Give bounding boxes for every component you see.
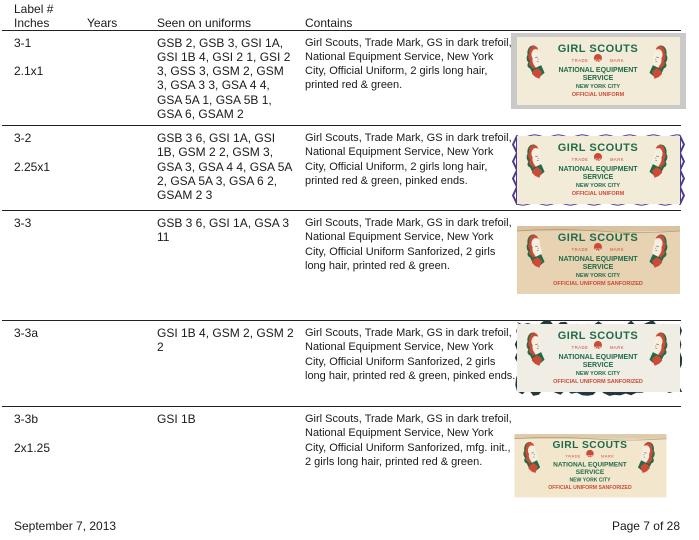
svg-text:MARK: MARK (601, 454, 614, 459)
svg-text:GS: GS (595, 248, 602, 253)
svg-text:OFFICIAL UNIFORM SANFORIZED: OFFICIAL UNIFORM SANFORIZED (553, 281, 643, 287)
svg-text:NEW YORK CITY: NEW YORK CITY (576, 183, 621, 189)
svg-text:SERVICE: SERVICE (583, 174, 614, 181)
svg-text:NATIONAL EQUIPMENT: NATIONAL EQUIPMENT (558, 67, 638, 74)
svg-text:GIRL SCOUTS: GIRL SCOUTS (558, 142, 638, 154)
svg-text:NEW YORK CITY: NEW YORK CITY (576, 84, 621, 90)
svg-text:GS: GS (595, 346, 602, 351)
svg-text:SERVICE: SERVICE (575, 469, 604, 476)
svg-text:TRADE: TRADE (572, 247, 589, 252)
svg-text:SERVICE: SERVICE (583, 75, 614, 82)
svg-text:GIRL SCOUTS: GIRL SCOUTS (552, 440, 627, 451)
svg-text:MARK: MARK (610, 157, 624, 162)
svg-text:OFFICIAL UNIFORM SANFORIZED: OFFICIAL UNIFORM SANFORIZED (553, 379, 643, 385)
svg-text:MARK: MARK (610, 345, 624, 350)
svg-text:GIRL SCOUTS: GIRL SCOUTS (558, 43, 638, 55)
svg-text:MARK: MARK (610, 247, 624, 252)
svg-text:NEW YORK CITY: NEW YORK CITY (576, 273, 621, 279)
svg-text:NATIONAL EQUIPMENT: NATIONAL EQUIPMENT (553, 462, 627, 469)
svg-text:NATIONAL EQUIPMENT: NATIONAL EQUIPMENT (558, 166, 638, 173)
svg-text:GS: GS (595, 59, 602, 64)
svg-text:OFFICIAL UNIFORM SANFORIZED: OFFICIAL UNIFORM SANFORIZED (548, 485, 632, 491)
svg-text:SERVICE: SERVICE (583, 264, 614, 271)
svg-text:NATIONAL EQUIPMENT: NATIONAL EQUIPMENT (558, 354, 638, 361)
svg-text:GS: GS (595, 158, 602, 163)
svg-text:NEW YORK CITY: NEW YORK CITY (576, 371, 621, 377)
svg-text:NATIONAL EQUIPMENT: NATIONAL EQUIPMENT (558, 256, 638, 263)
svg-text:GIRL SCOUTS: GIRL SCOUTS (558, 232, 638, 244)
svg-text:TRADE: TRADE (572, 58, 589, 63)
svg-text:MARK: MARK (610, 58, 624, 63)
svg-text:NEW YORK CITY: NEW YORK CITY (569, 478, 611, 484)
svg-text:GS: GS (587, 454, 593, 459)
svg-text:TRADE: TRADE (565, 454, 581, 459)
svg-text:OFFICIAL UNIFORM: OFFICIAL UNIFORM (572, 191, 625, 197)
svg-text:TRADE: TRADE (572, 345, 589, 350)
svg-text:SERVICE: SERVICE (583, 362, 614, 369)
svg-text:OFFICIAL UNIFORM: OFFICIAL UNIFORM (572, 92, 625, 98)
svg-text:GIRL SCOUTS: GIRL SCOUTS (558, 330, 638, 342)
svg-text:TRADE: TRADE (572, 157, 589, 162)
